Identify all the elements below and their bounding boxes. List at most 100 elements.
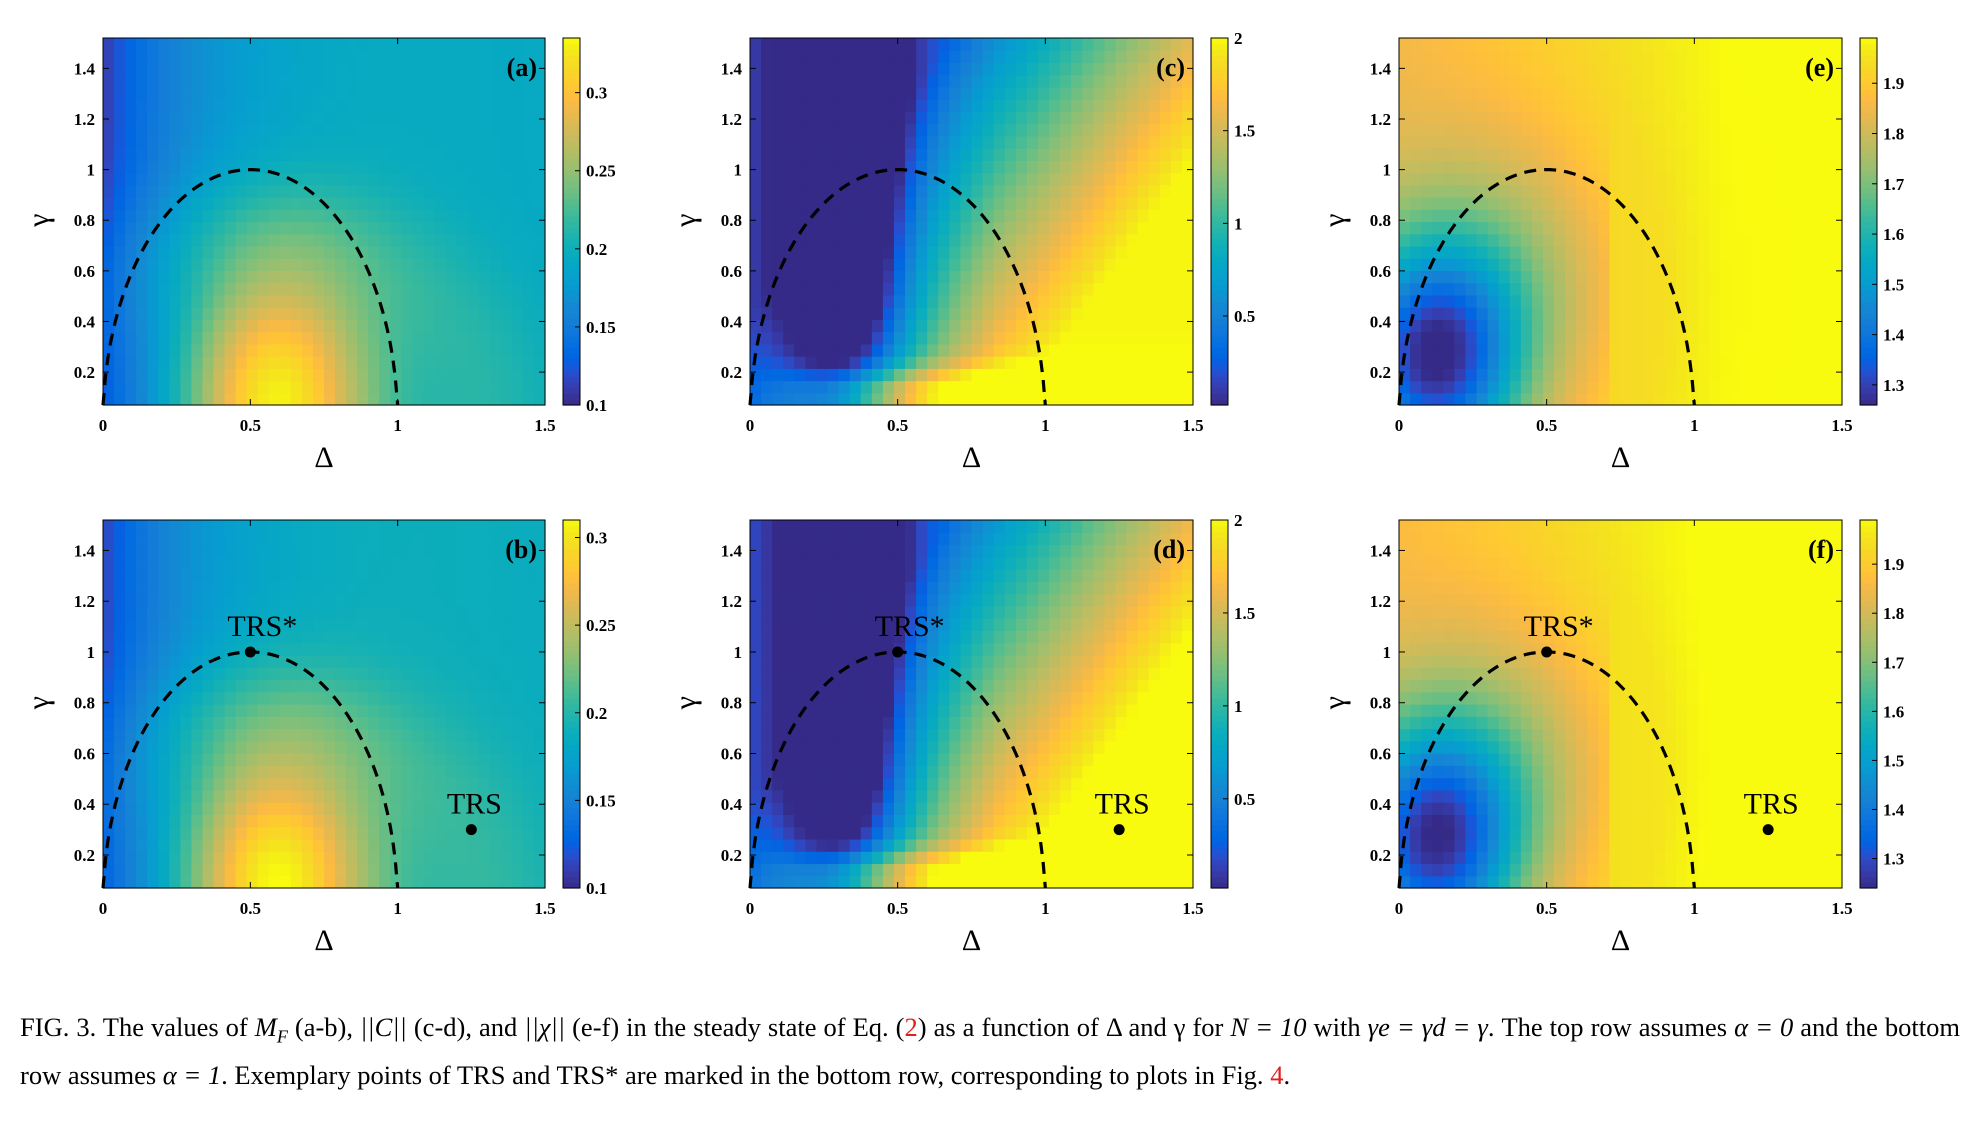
heatmap-cell bbox=[838, 392, 851, 406]
heatmap-cell bbox=[1159, 814, 1172, 828]
heatmap-cell bbox=[412, 184, 425, 198]
heatmap-cell bbox=[1049, 838, 1061, 852]
heatmap-cell bbox=[290, 86, 303, 100]
heatmap-cell bbox=[511, 863, 524, 877]
heatmap-cell bbox=[1026, 331, 1039, 345]
heatmap-cell bbox=[180, 740, 192, 754]
heatmap-cells bbox=[103, 520, 546, 889]
heatmap-cell bbox=[1093, 740, 1105, 754]
heatmap-cell bbox=[335, 753, 347, 766]
heatmap-cell bbox=[169, 123, 181, 137]
heatmap-cell bbox=[938, 802, 950, 815]
heatmap-cell bbox=[1104, 343, 1117, 357]
heatmap-cell bbox=[1060, 704, 1072, 717]
heatmap-cell bbox=[772, 319, 784, 333]
colorbar-segment bbox=[563, 95, 580, 102]
heatmap-cell bbox=[1060, 654, 1072, 668]
heatmap-cell bbox=[893, 319, 906, 333]
colorbar-segment bbox=[563, 824, 580, 832]
heatmap-cell bbox=[390, 679, 402, 693]
heatmap-cell bbox=[982, 221, 995, 235]
heatmap-cell bbox=[1159, 233, 1172, 247]
heatmap-cell bbox=[335, 789, 347, 803]
heatmap-cell bbox=[1126, 209, 1139, 223]
heatmap-cell bbox=[533, 753, 546, 766]
heatmap-cell bbox=[927, 765, 939, 779]
heatmap-cell bbox=[279, 691, 292, 705]
heatmap-cell bbox=[949, 728, 962, 742]
heatmap-cell bbox=[136, 704, 148, 717]
heatmap-cell bbox=[1082, 826, 1094, 840]
heatmap-cell bbox=[114, 789, 126, 803]
heatmap-cell bbox=[1004, 728, 1017, 742]
heatmap-cell bbox=[860, 618, 873, 631]
heatmap-cell bbox=[478, 148, 491, 161]
heatmap-cell bbox=[158, 86, 170, 100]
heatmap-cell bbox=[1015, 605, 1028, 619]
heatmap-cell bbox=[390, 50, 402, 64]
heatmap-cell bbox=[136, 135, 148, 149]
heatmap-cell bbox=[401, 777, 413, 791]
heatmap-cell bbox=[301, 148, 314, 161]
heatmap-cell bbox=[246, 765, 259, 779]
heatmap-cell bbox=[500, 356, 513, 369]
heatmap-cell bbox=[761, 569, 773, 582]
heatmap-cell bbox=[1181, 50, 1194, 64]
heatmap-cell bbox=[301, 826, 314, 840]
heatmap-cell bbox=[750, 753, 762, 766]
heatmap-cell bbox=[1148, 135, 1161, 149]
heatmap-cell bbox=[290, 740, 303, 754]
heatmap-cell bbox=[478, 392, 491, 406]
heatmap-cell bbox=[816, 838, 829, 852]
heatmap-cell bbox=[290, 99, 303, 112]
heatmap-cell bbox=[257, 826, 270, 840]
heatmap-cell bbox=[467, 197, 480, 210]
heatmap-cell bbox=[478, 319, 491, 333]
heatmap-cell bbox=[368, 789, 380, 803]
heatmap-cell bbox=[849, 184, 862, 198]
heatmap-cell bbox=[1148, 765, 1161, 779]
heatmap-cell bbox=[136, 654, 148, 668]
heatmap-cell bbox=[794, 618, 806, 631]
heatmap-cell bbox=[279, 532, 292, 546]
heatmap-cell bbox=[478, 135, 491, 149]
heatmap-cell bbox=[1137, 728, 1150, 742]
heatmap-cell bbox=[180, 789, 192, 803]
heatmap-cell bbox=[960, 123, 973, 137]
colorbar-segment bbox=[563, 692, 580, 699]
heatmap-cell bbox=[805, 642, 818, 656]
heatmap-cell bbox=[916, 765, 928, 779]
heatmap-cell bbox=[445, 520, 458, 533]
heatmap-cell bbox=[246, 221, 259, 235]
heatmap-cell bbox=[816, 581, 829, 595]
heatmap-cell bbox=[335, 307, 347, 320]
heatmap-cell bbox=[916, 777, 928, 791]
heatmap-cell bbox=[860, 270, 873, 284]
heatmap-cell bbox=[916, 209, 928, 223]
heatmap-cell bbox=[511, 753, 524, 766]
heatmap-cell bbox=[213, 38, 226, 51]
heatmap-cell bbox=[1115, 99, 1128, 112]
heatmap-cell bbox=[346, 148, 358, 161]
heatmap-cell bbox=[1159, 728, 1172, 742]
heatmap-cell bbox=[1170, 184, 1183, 198]
heatmap-cell bbox=[1126, 123, 1139, 137]
heatmap-cell bbox=[235, 160, 248, 174]
heatmap-cell bbox=[456, 642, 469, 656]
heatmap-cell bbox=[114, 221, 126, 235]
heatmap-cell bbox=[993, 789, 1006, 803]
heatmap-cell bbox=[1026, 630, 1039, 644]
heatmap-cell bbox=[938, 642, 950, 656]
heatmap-cell bbox=[927, 392, 939, 406]
heatmap-cell bbox=[982, 50, 995, 64]
heatmap-cell bbox=[401, 123, 413, 137]
heatmap-cell bbox=[456, 569, 469, 582]
heatmap-cell bbox=[434, 556, 447, 570]
heatmap-cell bbox=[849, 667, 862, 681]
heatmap-cell bbox=[445, 221, 458, 235]
heatmap-cell bbox=[500, 331, 513, 345]
heatmap-cell bbox=[805, 544, 818, 558]
heatmap-cell bbox=[1049, 307, 1061, 320]
heatmap-cell bbox=[235, 270, 248, 284]
heatmap-cell bbox=[257, 392, 270, 406]
